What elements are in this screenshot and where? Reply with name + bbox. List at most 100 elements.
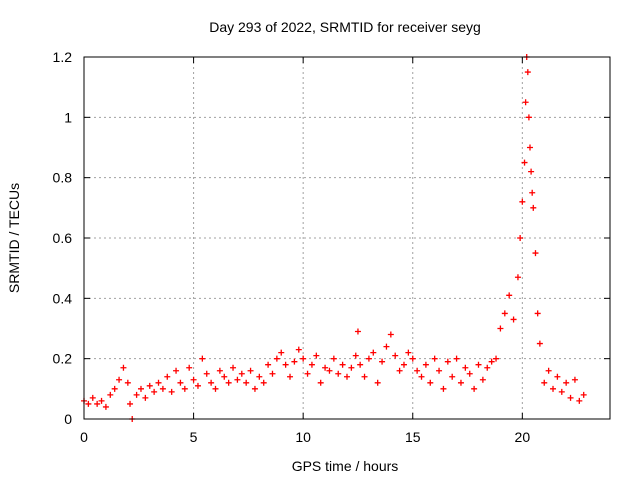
data-point	[524, 69, 531, 76]
data-point	[529, 189, 536, 196]
data-point	[534, 310, 541, 317]
data-point	[414, 367, 421, 374]
data-point	[234, 376, 241, 383]
y-tick-label: 0.2	[53, 351, 73, 367]
data-point	[151, 388, 158, 395]
data-point	[392, 352, 399, 359]
data-point	[208, 379, 215, 386]
data-point	[348, 364, 355, 371]
chart-title: Day 293 of 2022, SRMTID for receiver sey…	[209, 19, 481, 35]
data-point	[116, 376, 123, 383]
data-point	[102, 403, 109, 410]
data-point	[190, 376, 197, 383]
data-point	[479, 376, 486, 383]
data-point	[221, 373, 228, 380]
data-point	[527, 144, 534, 151]
data-point	[436, 367, 443, 374]
y-tick-label: 0	[64, 411, 72, 427]
data-points	[81, 54, 587, 422]
data-point	[506, 292, 513, 299]
data-point	[124, 379, 131, 386]
data-point	[313, 352, 320, 359]
data-point	[212, 385, 219, 392]
data-point	[308, 361, 315, 368]
data-point	[330, 355, 337, 362]
data-point	[291, 358, 298, 365]
data-point	[155, 379, 162, 386]
data-point	[322, 364, 329, 371]
data-point	[164, 373, 171, 380]
data-point	[517, 235, 524, 241]
data-point	[357, 361, 364, 368]
data-point	[256, 373, 263, 380]
x-tick-label: 10	[295, 429, 311, 445]
data-point	[300, 355, 307, 362]
y-tick-label: 0.4	[53, 290, 73, 306]
data-point	[194, 382, 201, 389]
data-point	[317, 379, 324, 386]
data-point	[247, 367, 254, 374]
data-point	[387, 331, 394, 338]
x-axis-label: GPS time / hours	[292, 458, 399, 474]
data-point	[304, 370, 311, 377]
data-point	[94, 400, 101, 407]
x-tick-label: 15	[405, 429, 421, 445]
data-point	[525, 114, 532, 121]
data-point	[475, 361, 482, 368]
x-tick-label: 0	[80, 429, 88, 445]
data-point	[528, 168, 535, 175]
x-tick-label: 20	[515, 429, 531, 445]
plot-frame	[83, 56, 611, 420]
data-point	[216, 367, 223, 374]
data-point	[522, 99, 529, 106]
data-point	[339, 361, 346, 368]
data-point	[295, 346, 302, 353]
data-point	[444, 358, 451, 365]
data-point	[159, 385, 166, 392]
data-point	[127, 400, 134, 407]
data-point	[173, 367, 180, 374]
y-tick-label: 1	[64, 109, 72, 125]
data-point	[168, 388, 175, 395]
data-point	[326, 367, 333, 374]
x-tick-label: 5	[190, 429, 198, 445]
data-point	[497, 325, 504, 332]
data-point	[449, 373, 456, 380]
data-point	[282, 361, 289, 368]
data-point	[563, 379, 570, 386]
data-point	[488, 358, 495, 365]
y-tick-label: 0.6	[53, 230, 73, 246]
data-point	[199, 355, 206, 362]
data-point	[354, 328, 361, 335]
data-point	[567, 394, 574, 401]
data-point	[273, 355, 280, 362]
data-point	[265, 361, 272, 368]
data-point	[541, 379, 548, 386]
data-point	[466, 370, 473, 377]
data-point	[374, 379, 381, 386]
data-point	[137, 385, 144, 392]
data-point	[554, 373, 561, 380]
data-point	[287, 373, 294, 380]
data-point	[379, 358, 386, 365]
data-point	[571, 376, 578, 383]
data-point	[521, 159, 528, 166]
data-point	[177, 379, 184, 386]
data-point	[409, 355, 416, 362]
data-point	[186, 364, 193, 371]
data-point	[431, 355, 438, 362]
data-point	[532, 250, 539, 257]
data-point	[230, 364, 237, 371]
data-point	[536, 340, 543, 347]
y-tick-label: 0.8	[53, 170, 73, 186]
data-point	[133, 391, 140, 398]
data-point	[471, 385, 478, 392]
data-point	[383, 343, 390, 350]
data-point	[107, 391, 114, 398]
data-point	[457, 379, 464, 386]
data-point	[111, 385, 118, 392]
data-point	[576, 397, 583, 404]
data-point	[484, 364, 491, 371]
data-point	[580, 391, 587, 398]
